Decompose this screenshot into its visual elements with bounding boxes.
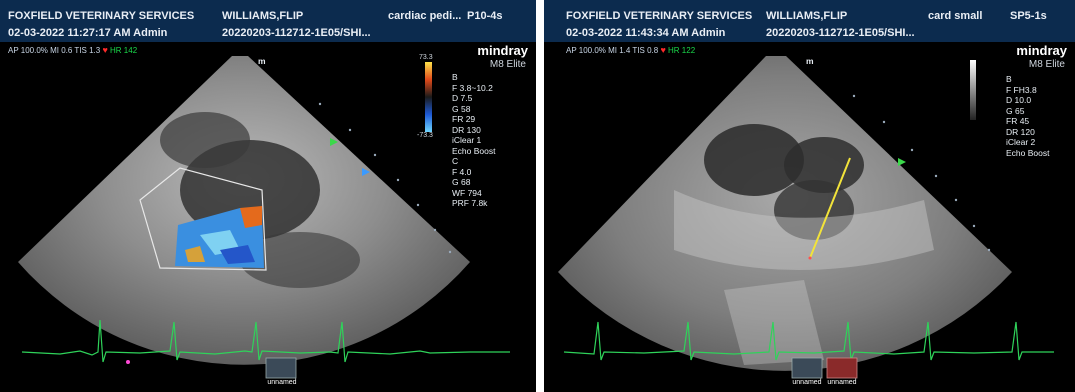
acoustic-values: AP 100.0% MI 1.4 TIS 0.8 — [566, 46, 659, 55]
acoustic-values: AP 100.0% MI 0.6 TIS 1.3 — [8, 46, 101, 55]
exam-type: card small — [928, 10, 983, 22]
acoustic-status: AP 100.0% MI 0.6 TIS 1.3 ♥ HR 142 — [8, 45, 137, 55]
thumbnail-label: unnamed — [267, 379, 297, 386]
echo-image-left — [18, 56, 510, 379]
ultrasound-panel-right: FOXFIELD VETERINARY SERVICES WILLIAMS,FL… — [544, 0, 1075, 392]
ultrasound-panel-left: FOXFIELD VETERINARY SERVICES WILLIAMS,FL… — [0, 0, 536, 392]
probe-name: SP5-1s — [1010, 10, 1047, 22]
measurement-caliper[interactable] — [809, 157, 851, 259]
orientation-marker: m — [258, 56, 266, 66]
exam-datetime: 02-03-2022 11:27:17 AM Admin — [8, 27, 168, 39]
focus-marker-icon — [330, 138, 338, 146]
heart-rate: HR 122 — [668, 46, 696, 55]
depth-markers — [852, 94, 991, 252]
patient-name: WILLIAMS,FLIP — [222, 10, 304, 22]
study-id: 20220203-112712-1E05/SHI... — [222, 27, 371, 39]
acoustic-status: AP 100.0% MI 1.4 TIS 0.8 ♥ HR 122 — [566, 45, 695, 55]
color-scale-bar — [425, 62, 432, 132]
color-doppler-box — [139, 167, 267, 271]
focus-marker-icon — [898, 158, 906, 166]
exam-datetime: 02-03-2022 11:43:34 AM Admin — [566, 27, 726, 39]
ecg-trace — [21, 319, 510, 363]
heart-rate: HR 142 — [110, 46, 138, 55]
color-focus-marker-icon — [362, 168, 370, 176]
thumbnail-left[interactable] — [265, 357, 297, 379]
thumbnail-right-2[interactable] — [826, 357, 858, 379]
thumbnail-label-2: unnamed — [827, 379, 857, 386]
heart-icon: ♥ — [102, 45, 108, 55]
color-scale-min: -73.3 — [417, 132, 433, 139]
ecg-trace — [563, 321, 1054, 361]
color-scale-max: 73.3 — [419, 54, 433, 61]
gray-scale-bar — [970, 60, 976, 120]
clinic-name: FOXFIELD VETERINARY SERVICES — [566, 10, 753, 22]
brand-logo: mindray — [1016, 43, 1067, 58]
device-model: M8 Elite — [489, 59, 526, 70]
heart-icon: ♥ — [660, 45, 666, 55]
echo-image-right — [558, 56, 1054, 379]
header-bar-left: FOXFIELD VETERINARY SERVICES WILLIAMS,FL… — [0, 0, 536, 42]
study-id: 20220203-112712-1E05/SHI... — [766, 27, 915, 39]
imaging-parameters: B F FH3.8 D 10.0 G 65 FR 45 DR 120 iClea… — [1006, 74, 1050, 158]
header-bar-right: FOXFIELD VETERINARY SERVICES WILLIAMS,FL… — [544, 0, 1075, 42]
orientation-marker: m — [806, 56, 814, 66]
depth-markers — [318, 102, 452, 254]
device-model: M8 Elite — [1028, 59, 1065, 70]
brand-logo: mindray — [477, 43, 528, 58]
probe-name: P10-4s — [467, 10, 503, 22]
exam-type: cardiac pedi... — [388, 10, 462, 22]
patient-name: WILLIAMS,FLIP — [766, 10, 848, 22]
imaging-parameters: B F 3.8~10.2 D 7.5 G 58 FR 29 DR 130 iCl… — [452, 72, 496, 208]
thumbnail-label-1: unnamed — [792, 379, 822, 386]
clinic-name: FOXFIELD VETERINARY SERVICES — [8, 10, 195, 22]
thumbnail-right-1[interactable] — [791, 357, 823, 379]
